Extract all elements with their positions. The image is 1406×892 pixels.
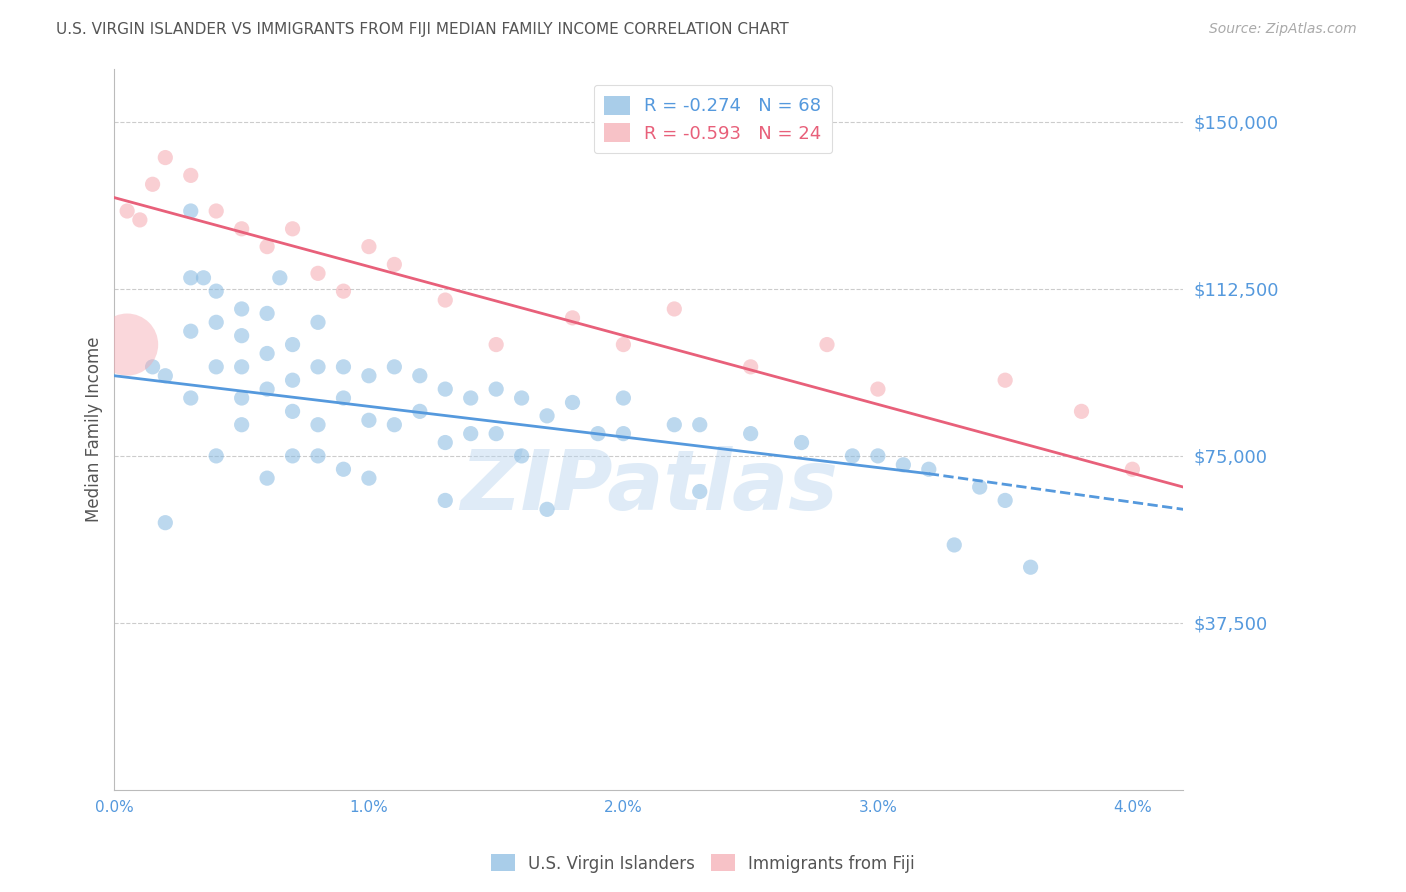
Point <box>256 382 278 396</box>
Point <box>612 337 634 351</box>
Point <box>231 359 253 374</box>
Point <box>891 458 914 472</box>
Text: Source: ZipAtlas.com: Source: ZipAtlas.com <box>1209 22 1357 37</box>
Point <box>612 426 634 441</box>
Point <box>115 204 138 219</box>
Point <box>586 426 609 441</box>
Point <box>434 493 457 508</box>
Point <box>357 413 380 427</box>
Point <box>307 315 329 329</box>
Point <box>943 538 966 552</box>
Point <box>281 222 304 236</box>
Point <box>256 471 278 485</box>
Point <box>155 368 177 383</box>
Text: U.S. VIRGIN ISLANDER VS IMMIGRANTS FROM FIJI MEDIAN FAMILY INCOME CORRELATION CH: U.S. VIRGIN ISLANDER VS IMMIGRANTS FROM … <box>56 22 789 37</box>
Point <box>612 391 634 405</box>
Point <box>256 346 278 360</box>
Point <box>281 373 304 387</box>
Point <box>1070 404 1092 418</box>
Point <box>269 270 291 285</box>
Point <box>382 359 405 374</box>
Point <box>740 426 762 441</box>
Point <box>332 462 354 476</box>
Point <box>510 391 533 405</box>
Point <box>231 301 253 316</box>
Point <box>155 516 177 530</box>
Point <box>485 382 508 396</box>
Point <box>866 449 889 463</box>
Point <box>115 337 138 351</box>
Point <box>689 484 711 499</box>
Point <box>815 337 838 351</box>
Point <box>536 409 558 423</box>
Point <box>205 284 228 298</box>
Point <box>841 449 863 463</box>
Point <box>180 270 202 285</box>
Point <box>357 368 380 383</box>
Point <box>205 204 228 219</box>
Legend: R = -0.274   N = 68, R = -0.593   N = 24: R = -0.274 N = 68, R = -0.593 N = 24 <box>593 85 832 153</box>
Point <box>256 239 278 253</box>
Point <box>994 493 1017 508</box>
Point <box>382 417 405 432</box>
Point <box>664 417 686 432</box>
Point <box>307 266 329 280</box>
Point <box>256 306 278 320</box>
Point <box>281 404 304 418</box>
Point <box>142 359 165 374</box>
Point <box>1019 560 1042 574</box>
Point <box>231 328 253 343</box>
Point <box>740 359 762 374</box>
Point <box>281 337 304 351</box>
Point <box>994 373 1017 387</box>
Point <box>561 310 583 325</box>
Point <box>561 395 583 409</box>
Point <box>205 449 228 463</box>
Point <box>434 382 457 396</box>
Point <box>485 337 508 351</box>
Point <box>231 417 253 432</box>
Point <box>460 391 482 405</box>
Point <box>180 391 202 405</box>
Point <box>434 293 457 307</box>
Point <box>193 270 215 285</box>
Point <box>205 315 228 329</box>
Point <box>357 239 380 253</box>
Point <box>128 213 150 227</box>
Point <box>689 417 711 432</box>
Point <box>918 462 941 476</box>
Legend: U.S. Virgin Islanders, Immigrants from Fiji: U.S. Virgin Islanders, Immigrants from F… <box>485 847 921 880</box>
Point <box>332 359 354 374</box>
Point <box>536 502 558 516</box>
Point <box>969 480 991 494</box>
Point <box>180 324 202 338</box>
Point <box>205 359 228 374</box>
Point <box>866 382 889 396</box>
Point <box>180 169 202 183</box>
Point <box>790 435 813 450</box>
Point <box>460 426 482 441</box>
Y-axis label: Median Family Income: Median Family Income <box>86 336 103 522</box>
Point <box>510 449 533 463</box>
Text: ZIPatlas: ZIPatlas <box>460 446 838 527</box>
Point <box>434 435 457 450</box>
Point <box>231 222 253 236</box>
Point <box>231 391 253 405</box>
Point <box>357 471 380 485</box>
Point <box>307 359 329 374</box>
Point <box>485 426 508 441</box>
Point <box>155 151 177 165</box>
Point <box>307 449 329 463</box>
Point <box>307 417 329 432</box>
Point <box>382 257 405 271</box>
Point <box>332 284 354 298</box>
Point <box>281 449 304 463</box>
Point <box>1121 462 1143 476</box>
Point <box>332 391 354 405</box>
Point <box>664 301 686 316</box>
Point <box>180 204 202 219</box>
Point <box>142 178 165 192</box>
Point <box>409 404 432 418</box>
Point <box>409 368 432 383</box>
